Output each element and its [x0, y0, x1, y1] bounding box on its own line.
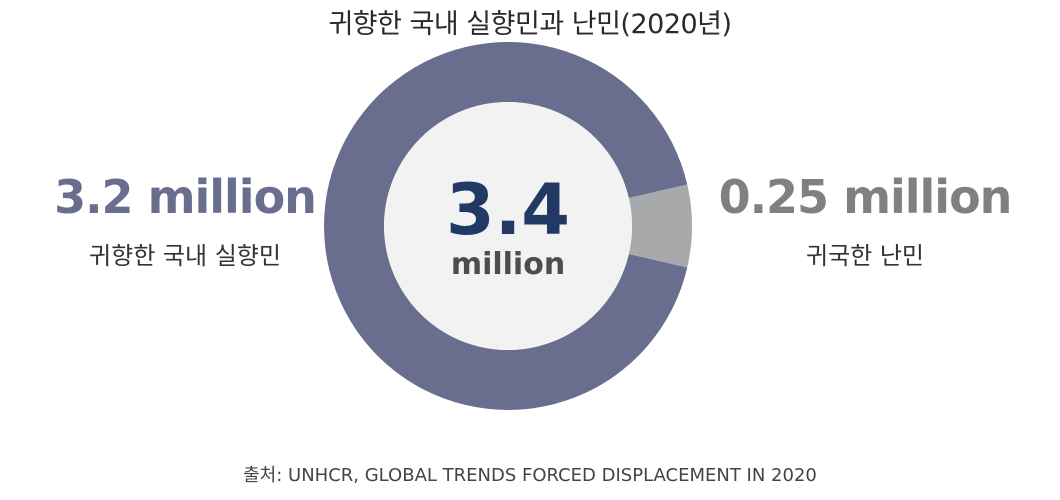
source-note: 출처: UNHCR, GLOBAL TRENDS FORCED DISPLACE… — [243, 465, 817, 486]
idp-category-label: 귀향한 국내 실향민 — [89, 242, 281, 270]
donut-slice-1 — [628, 184, 692, 268]
donut-slice-0 — [324, 42, 688, 410]
refugee-value-label: 0.25 million — [718, 170, 1013, 224]
chart-title: 귀향한 국내 실향민과 난민(2020년) — [328, 9, 732, 40]
donut-slices — [324, 42, 692, 410]
idp-value-label: 3.2 million — [54, 170, 317, 224]
donut-center-disc — [384, 102, 632, 350]
center-total-unit: million — [451, 247, 565, 282]
center-total-value: 3.4 — [446, 169, 570, 251]
refugee-category-label: 귀국한 난민 — [805, 242, 925, 270]
